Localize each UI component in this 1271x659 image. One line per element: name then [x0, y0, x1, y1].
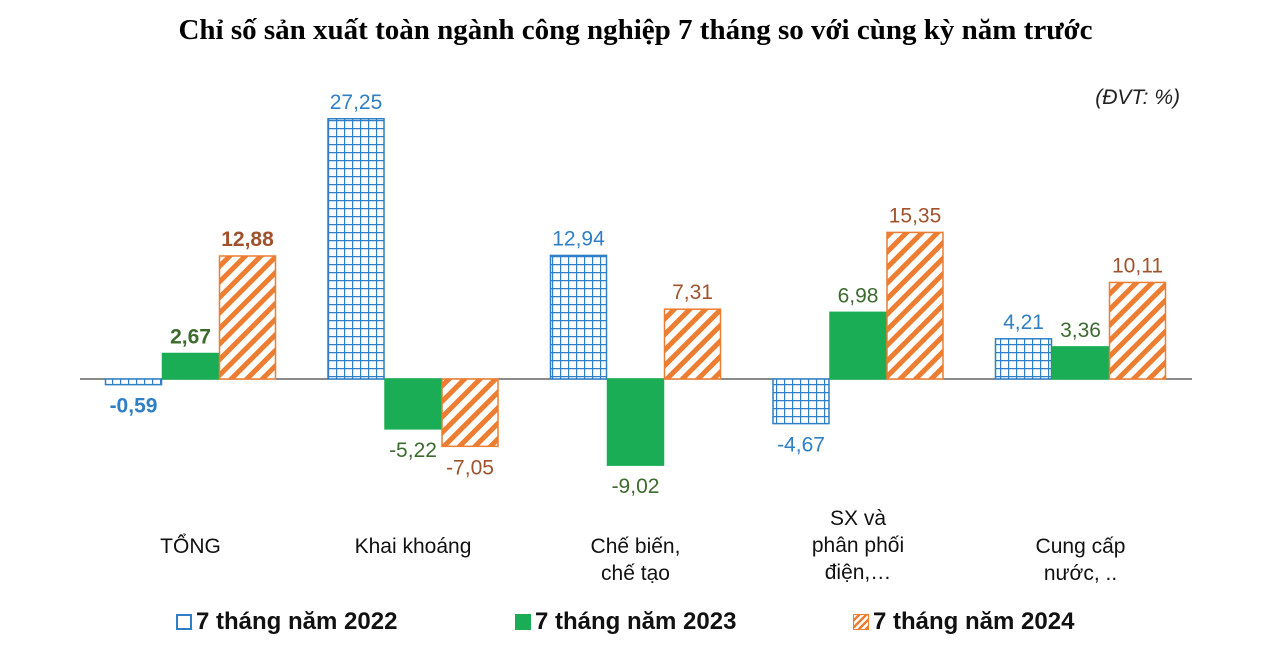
bar-3-1 [218, 255, 277, 380]
data-label: -4,67 [777, 434, 825, 457]
data-label: 12,94 [552, 227, 605, 250]
legend-swatch [176, 614, 192, 630]
category-label: TỔNG [160, 534, 221, 558]
data-label: -7,05 [446, 456, 494, 479]
bar-2-4 [829, 311, 887, 380]
data-label: 15,35 [889, 204, 942, 227]
plot-area: -0,59 2,67 12,88 TỔNG 27,25 -5,22 -7,05 Khai kh… [80, 91, 1192, 585]
legend-label: 7 tháng năm 2024 [873, 608, 1075, 635]
category-label: điện,… [825, 561, 892, 584]
bar-1-3 [549, 254, 608, 380]
data-label: -5,22 [389, 439, 437, 462]
data-label: 12,88 [221, 228, 274, 251]
legend-item: 7 tháng năm 2022 [176, 608, 397, 636]
category-label: Khai khoáng [355, 535, 472, 558]
bar-1-1 [104, 378, 163, 386]
bar-1-5 [994, 338, 1053, 380]
bar-3-2 [441, 378, 499, 448]
legend: 7 tháng năm 2022 7 tháng năm 2023 7 tháng … [0, 608, 1271, 642]
data-label: -9,02 [612, 475, 660, 498]
chart-title: Chỉ số sản xuất toàn ngành công nghiệp 7… [178, 14, 1093, 46]
category-label: nước, .. [1044, 562, 1117, 585]
data-label: 2,67 [170, 326, 211, 349]
bar-2-2 [384, 378, 442, 430]
bar-2-5 [1051, 346, 1110, 380]
data-label: 3,36 [1060, 319, 1101, 342]
data-label: 6,98 [838, 284, 879, 307]
category-label: SX và [830, 507, 886, 530]
legend-label: 7 tháng năm 2023 [535, 608, 737, 635]
unit-note: (ĐVT: %) [1095, 86, 1180, 109]
bar-3-4 [886, 231, 944, 380]
legend-label: 7 tháng năm 2022 [196, 608, 398, 635]
bar-3-3 [663, 308, 722, 380]
bar-1-4 [772, 378, 830, 425]
legend-item: 7 tháng năm 2024 [853, 608, 1074, 636]
bar-2-3 [606, 378, 665, 466]
bar-2-1 [161, 352, 220, 380]
data-label: 10,11 [1112, 254, 1163, 277]
bar-3-5 [1108, 281, 1167, 380]
category-label: phân phối [812, 534, 904, 557]
category-label: chế tạo [601, 562, 670, 585]
data-label: 4,21 [1003, 311, 1044, 334]
category-label: Chế biến, [591, 535, 681, 558]
legend-item: 7 tháng năm 2023 [515, 608, 736, 636]
bar-1-2 [327, 118, 385, 380]
category-label: Cung cấp [1036, 535, 1126, 558]
legend-swatch [515, 614, 531, 630]
data-label: 27,25 [330, 91, 383, 114]
data-label: -0,59 [110, 395, 158, 418]
data-label: 7,31 [672, 281, 713, 304]
legend-swatch [853, 614, 869, 630]
